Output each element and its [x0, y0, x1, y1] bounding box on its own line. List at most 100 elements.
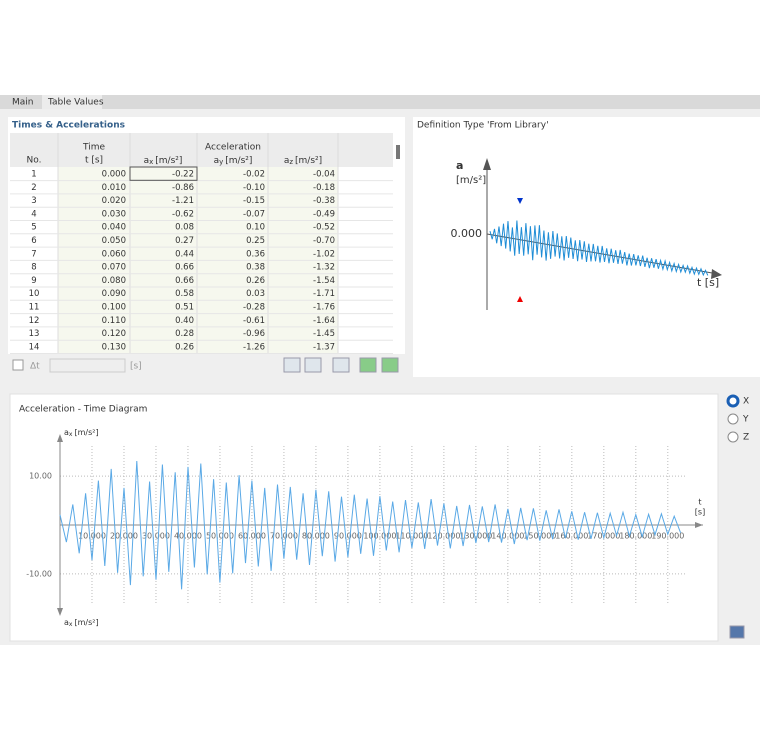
cell: 0.070 [102, 263, 126, 273]
cell: 0.030 [102, 209, 126, 219]
radio-label: Y [742, 415, 749, 425]
group-header: Time [82, 143, 105, 153]
x-tick-label: 10.000 [78, 532, 106, 541]
label-unit: [m/s²] [155, 156, 182, 166]
label-unit: [m/s²] [225, 156, 252, 166]
x-tick-label: 30.000 [142, 532, 170, 541]
tab[interactable]: Main [12, 98, 34, 108]
group-header: Acceleration [205, 143, 261, 153]
label-sub: x [69, 431, 73, 438]
chart-title: Acceleration - Time Diagram [19, 405, 147, 415]
label-base: a [284, 156, 290, 166]
button[interactable] [332, 357, 350, 373]
cell: 0.66 [175, 276, 194, 286]
row-number: 4 [31, 209, 36, 219]
button[interactable] [359, 357, 377, 373]
label-sub: x [149, 158, 153, 166]
label-sub: z [289, 158, 293, 166]
cell: -0.38 [313, 196, 335, 206]
delta-unit: [s] [130, 362, 142, 372]
label-sub: x [69, 621, 73, 628]
radio-button[interactable] [727, 413, 739, 425]
x-tick-label: 70.000 [270, 532, 298, 541]
selected-cell [129, 166, 198, 181]
label-sub: y [219, 158, 223, 166]
column-header: No. [27, 156, 42, 166]
label-base: a [144, 156, 150, 166]
cell: 0.080 [102, 276, 126, 286]
cell: 0.060 [102, 249, 126, 259]
cell: 0.58 [175, 289, 194, 299]
x-tick-label: 80.000 [302, 532, 330, 541]
row-number: 2 [31, 183, 36, 193]
cell: -0.10 [243, 183, 265, 193]
cell: -1.02 [313, 249, 335, 259]
row-number: 9 [31, 276, 36, 286]
button[interactable] [283, 357, 301, 373]
row-number: 10 [29, 289, 40, 299]
cell: 0.66 [175, 263, 194, 273]
cell: 0.26 [246, 276, 265, 286]
row-number: 12 [29, 316, 40, 326]
row-number: 5 [31, 223, 36, 233]
x-tick-label: 130.000 [459, 532, 492, 541]
series-line [59, 460, 682, 590]
toolbar [283, 357, 745, 639]
cell: -0.61 [243, 316, 265, 326]
cell: 0.000 [102, 170, 126, 180]
cell: -0.96 [243, 329, 265, 339]
cell: 0.27 [175, 236, 194, 246]
cell: 0.51 [175, 303, 194, 313]
cell: 0.010 [102, 183, 126, 193]
cell: -0.15 [243, 196, 265, 206]
cell: 0.38 [246, 263, 265, 273]
x-tick-label: 120.000 [427, 532, 460, 541]
label: ay [m/s²] [214, 156, 253, 167]
cell: 0.020 [102, 196, 126, 206]
input[interactable] [49, 358, 126, 373]
cell: -0.62 [172, 209, 194, 219]
label-unit: [m/s²] [74, 618, 98, 627]
cell: -0.22 [172, 170, 194, 180]
print-button[interactable] [729, 625, 745, 639]
button[interactable] [381, 357, 399, 373]
def-line [489, 220, 709, 277]
radio-button[interactable] [726, 394, 740, 408]
cell: -1.71 [313, 289, 335, 299]
def-zero: 0.000 [451, 227, 483, 240]
tab[interactable]: Table Values [47, 98, 104, 108]
cell: 0.110 [102, 316, 126, 326]
cell: -0.49 [313, 209, 335, 219]
x-tick-label: 90.000 [334, 532, 362, 541]
cell: -0.28 [243, 303, 265, 313]
x-tick-label: 50.000 [206, 532, 234, 541]
cell: -0.52 [313, 223, 335, 233]
diagram-panel [9, 393, 719, 642]
radio-button[interactable] [727, 431, 739, 443]
cell: -1.45 [313, 329, 335, 339]
def-max [517, 198, 523, 204]
cell: 0.130 [102, 342, 126, 352]
label-unit: [m/s²] [74, 428, 98, 437]
cell: 0.03 [246, 289, 265, 299]
tab-bar [0, 95, 760, 109]
checkbox[interactable] [12, 359, 24, 371]
x-unit: [s] [695, 508, 705, 517]
column-header: t [s] [85, 156, 103, 166]
x-tick-label: 20.000 [110, 532, 138, 541]
table-title: Times & Accelerations [12, 121, 125, 131]
tab-active[interactable] [42, 95, 102, 109]
cell: -1.76 [313, 303, 335, 313]
x-tick-label: 160.000 [555, 532, 588, 541]
x-label: t [698, 498, 701, 507]
scrollbar[interactable] [396, 145, 400, 159]
cell: -1.32 [313, 263, 335, 273]
x-tick-label: 180.000 [619, 532, 652, 541]
cell: -1.21 [172, 196, 194, 206]
x-tick-label: 150.000 [523, 532, 556, 541]
button[interactable] [304, 357, 322, 373]
cell: 0.08 [175, 223, 194, 233]
row-number: 8 [31, 263, 36, 273]
row-number: 3 [31, 196, 36, 206]
row-number: 6 [31, 236, 36, 246]
